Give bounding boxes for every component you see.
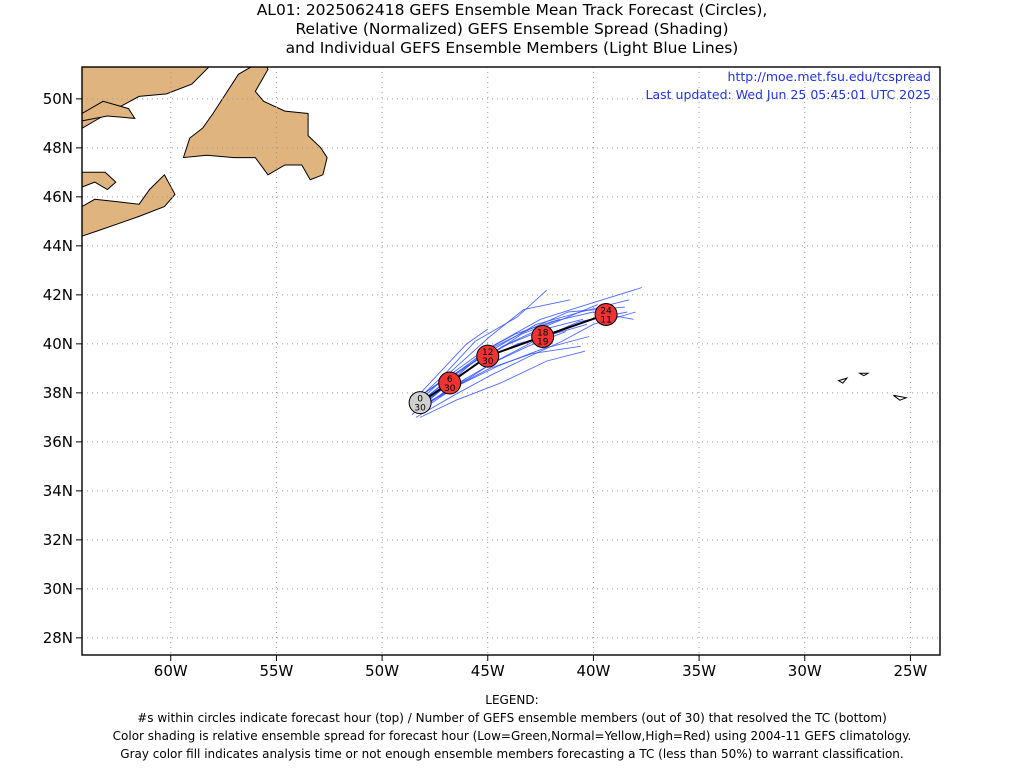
legend-line-1: #s within circles indicate forecast hour… [137,711,887,725]
forecast-circle [438,371,462,395]
forecast-hour: 0 [417,395,423,405]
tick-label-x: 55W [259,662,293,680]
tick-label-y: 38N [43,384,73,402]
forecast-point: 630 [438,371,462,395]
forecast-hour: 12 [482,348,493,358]
legend-line-3: Gray color fill indicates analysis time … [120,747,904,761]
member-track [415,311,636,418]
forecast-hour: 24 [600,306,612,316]
member-count: 30 [414,404,426,414]
tick-label-x: 30W [788,662,822,680]
legend-heading: LEGEND: [485,693,539,707]
tick-label-x: 60W [154,662,188,680]
member-track [417,311,628,411]
forecast-circle [476,344,500,368]
tick-label-y: 50N [43,90,73,108]
land-gaspe [82,171,117,191]
tick-label-y: 34N [43,482,73,500]
tick-label-x: 50W [365,662,399,680]
member-track [411,328,489,403]
member-count: 19 [537,338,549,348]
island-sao-miguel [893,394,909,401]
land-anticosti [82,100,136,122]
land-newfoundland [182,67,328,181]
island-graciosa [857,372,870,377]
tick-label-y: 32N [43,531,73,549]
forecast-circle [408,391,432,415]
land-labrador [82,67,210,129]
member-track [419,336,590,408]
member-track [411,289,548,406]
tick-label-y: 44N [43,237,73,255]
tick-label-y: 42N [43,286,73,304]
member-track [419,350,586,418]
legend-line-2: Color shading is relative ensemble sprea… [112,729,912,743]
tick-label-y: 30N [43,580,73,598]
grid-layer [82,67,940,655]
tick-label-x: 45W [471,662,505,680]
island-flores [837,377,849,384]
member-count: 11 [600,315,611,325]
forecast-hour: 18 [537,329,549,339]
land-layer [82,67,909,401]
axis-ticks: 60W 55W 50W 45W 40W 35W 30W 25W 28N 30N 32N 34N 36N 3… [43,90,928,680]
title-line-1: AL01: 2025062418 GEFS Ensemble Mean Trac… [256,1,768,19]
title-line-3: and Individual GEFS Ensemble Members (Li… [285,39,739,57]
tick-label-y: 40N [43,335,73,353]
member-track [411,306,626,416]
tick-label-y: 28N [43,629,73,647]
forecast-circle [531,325,555,348]
source-url[interactable]: http://moe.met.fsu.edu/tcspread [728,69,931,84]
tick-label-y: 36N [43,433,73,451]
member-count: 30 [444,384,456,394]
tick-label-y: 46N [43,188,73,206]
last-updated: Last updated: Wed Jun 25 05:45:01 UTC 20… [646,87,931,102]
land-cape-breton-ns [82,173,176,237]
member-count: 30 [482,357,494,367]
tick-label-x: 40W [576,662,610,680]
plot-frame [81,66,941,656]
forecast-circle [594,302,618,326]
forecast-hour: 6 [447,375,453,385]
title-line-2: Relative (Normalized) GEFS Ensemble Spre… [295,20,729,38]
tick-label-x: 35W [682,662,716,680]
tick-label-y: 48N [43,139,73,157]
forecast-point: 030 [408,391,432,415]
tick-label-x: 25W [893,662,927,680]
